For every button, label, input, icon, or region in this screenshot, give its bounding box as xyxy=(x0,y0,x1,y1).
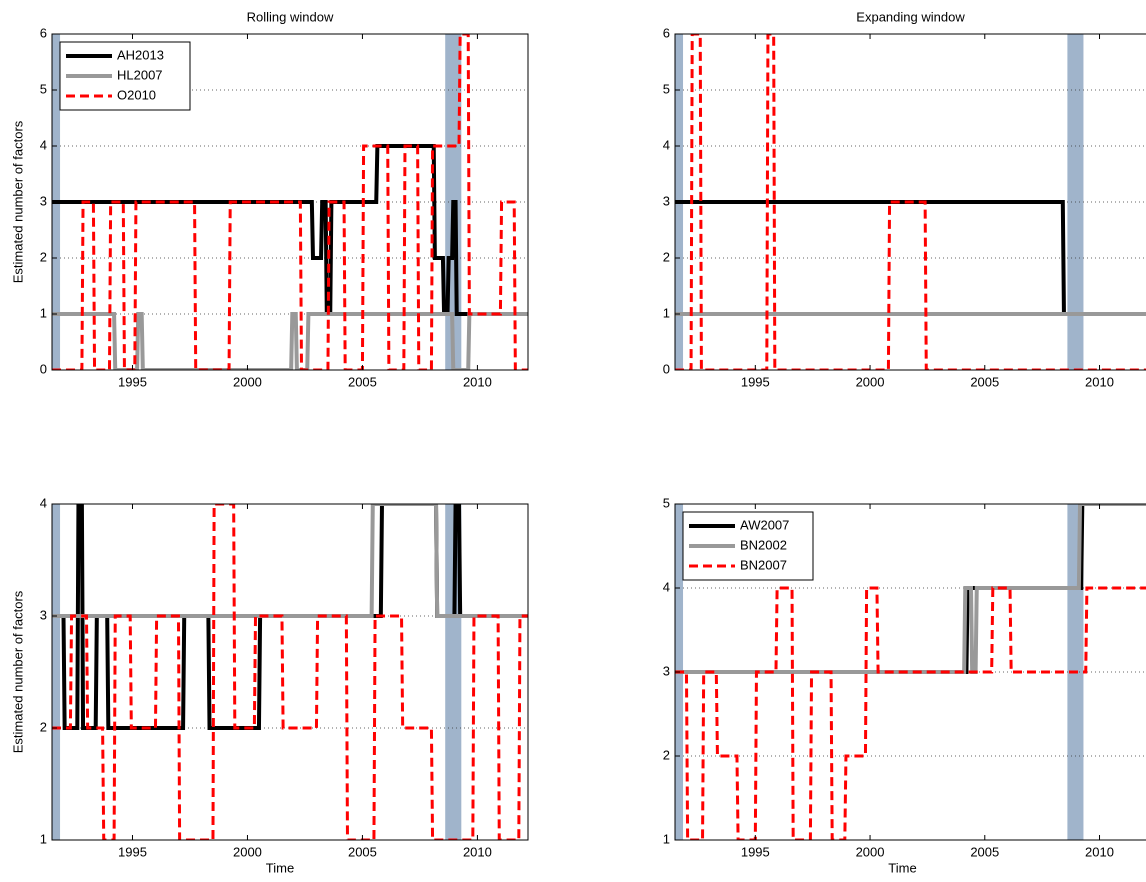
legend-label: O2010 xyxy=(117,87,156,102)
legend-label: BN2007 xyxy=(740,557,787,572)
legend-label: AW2007 xyxy=(740,517,789,532)
x-tick-label: 1995 xyxy=(118,844,147,859)
x-tick-label: 2000 xyxy=(233,844,262,859)
y-tick-label: 3 xyxy=(40,607,47,622)
x-tick-label: 2000 xyxy=(856,374,885,389)
y-tick-label: 2 xyxy=(40,719,47,734)
y-tick-label: 3 xyxy=(40,193,47,208)
y-tick-label: 2 xyxy=(40,249,47,264)
y-tick-label: 6 xyxy=(40,25,47,40)
y-tick-label: 0 xyxy=(663,361,670,376)
x-tick-label: 2010 xyxy=(463,374,492,389)
y-tick-label: 4 xyxy=(663,137,670,152)
x-tick-label: 2010 xyxy=(1085,844,1114,859)
shaded-period xyxy=(445,504,462,840)
x-tick-label: 2005 xyxy=(970,844,999,859)
shaded-period xyxy=(52,504,61,840)
axes-frame xyxy=(674,33,1146,371)
x-tick-label: 2005 xyxy=(348,374,377,389)
x-tick-label: 2000 xyxy=(856,844,885,859)
y-tick-label: 5 xyxy=(40,81,47,96)
x-tick-label: 2000 xyxy=(233,374,262,389)
y-tick-label: 2 xyxy=(663,747,670,762)
y-tick-label: 4 xyxy=(40,495,47,510)
legend-label: BN2002 xyxy=(740,537,787,552)
panel-title: Expanding window xyxy=(856,9,965,24)
x-axis-label: Time xyxy=(888,860,916,875)
axes-frame xyxy=(51,33,529,371)
y-axis-label: Estimated number of factors xyxy=(10,590,25,753)
x-tick-label: 1995 xyxy=(741,844,770,859)
y-tick-label: 5 xyxy=(663,81,670,96)
x-tick-label: 1995 xyxy=(118,374,147,389)
panel-title: Rolling window xyxy=(247,9,334,24)
series-line xyxy=(675,34,1146,370)
y-axis-label: Estimated number of factors xyxy=(10,120,25,283)
legend-label: AH2013 xyxy=(117,47,164,62)
y-tick-label: 0 xyxy=(40,361,47,376)
x-tick-label: 1995 xyxy=(741,374,770,389)
y-tick-label: 6 xyxy=(663,25,670,40)
x-tick-label: 2005 xyxy=(348,844,377,859)
legend-label: HL2007 xyxy=(117,67,163,82)
x-tick-label: 2010 xyxy=(1085,374,1114,389)
y-tick-label: 1 xyxy=(663,831,670,846)
y-tick-label: 5 xyxy=(663,495,670,510)
axes-frame xyxy=(674,503,1146,841)
x-axis-label: Time xyxy=(266,860,294,875)
y-tick-label: 1 xyxy=(663,305,670,320)
series-line xyxy=(52,312,528,370)
y-tick-label: 1 xyxy=(40,305,47,320)
x-tick-label: 2005 xyxy=(970,374,999,389)
axes-frame xyxy=(51,503,529,841)
y-tick-label: 4 xyxy=(663,579,670,594)
y-tick-label: 3 xyxy=(663,663,670,678)
series-line xyxy=(675,586,1146,840)
plot-area xyxy=(675,34,1146,370)
y-tick-label: 4 xyxy=(40,137,47,152)
y-tick-label: 1 xyxy=(40,831,47,846)
y-tick-label: 2 xyxy=(663,249,670,264)
series-line xyxy=(52,34,528,370)
plot-area xyxy=(52,504,528,840)
x-tick-label: 2010 xyxy=(463,844,492,859)
y-tick-label: 3 xyxy=(663,193,670,208)
